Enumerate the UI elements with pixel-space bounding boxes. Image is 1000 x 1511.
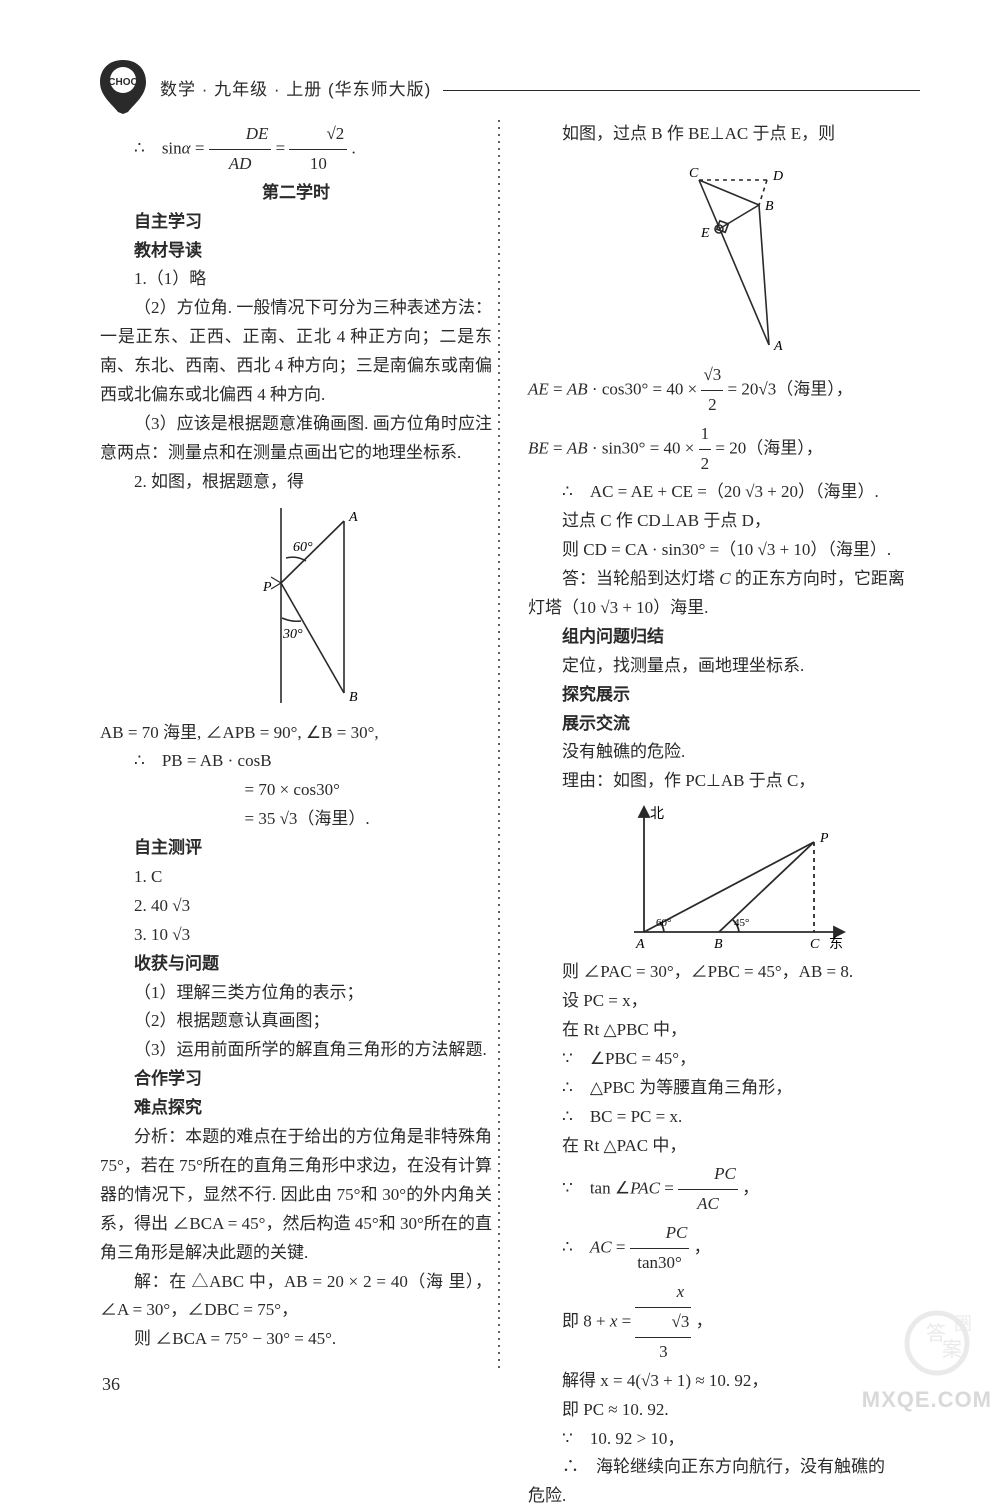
diagram-3: A B C D E [649,155,799,355]
l6: ∴ PB = AB · cosB [100,747,492,776]
r17: 即 8 + x = x√33 ， [528,1278,920,1367]
d4-P: P [819,831,829,846]
r7b: 灯塔（10 √3 + 10）海里. [528,594,920,623]
h-tanjiu: 探究展示 [528,681,920,710]
a3: 3. 10 √3 [100,921,492,950]
g1: 定位，找测量点，画地理坐标系. [528,652,920,681]
r2: AE = AB · cos30° = 40 × √32 = 20√3（海里）， [528,361,920,420]
lbl-B: B [349,690,358,705]
h-ceping: 自主测评 [100,834,492,863]
r1: 如图，过点 B 作 BE⊥AC 于点 E，则 [528,120,920,149]
d4-B: B [714,937,723,952]
svg-text:圈: 圈 [954,1314,972,1334]
s2: （2）根据题意认真画图； [100,1007,492,1036]
lbl-30: 30° [282,627,303,642]
l7: = 70 × cos30° [100,776,492,805]
r21b: 危险. [528,1482,920,1511]
watermark-logo: 答 案 圈 [896,1310,978,1376]
h-nandian: 难点探究 [100,1094,492,1123]
header-title: 数学 · 九年级 · 上册 (华东师大版) [160,76,431,105]
r16: ∴ AC = PCtan30° ， [528,1219,920,1278]
diagram-4: 北 东 A B C P 60° 45° [594,802,854,952]
watermark-text: MXQE.COM [862,1381,992,1418]
d3-B: B [765,199,774,214]
r7: 答：当轮船到达灯塔 C 的正东方向时，它距离 [528,565,920,594]
left-column: ∴ sinα = DEAD = √210 . 第二学时 自主学习 教材导读 1.… [100,120,510,1348]
h-guijie: 组内问题归结 [528,623,920,652]
r15: ∵ tan ∠PAC = PCAC ， [528,1160,920,1219]
r3: BE = AB · sin30° = 40 × 12 = 20（海里）， [528,420,920,479]
a2: 2. 40 √3 [100,892,492,921]
svg-text:SCHOOL: SCHOOL [102,77,145,88]
h-daodu: 教材导读 [100,237,492,266]
d4-60: 60° [656,917,671,929]
h-shouhuo: 收获与问题 [100,950,492,979]
d3-E: E [700,226,710,241]
svg-text:案: 案 [942,1338,962,1361]
h-zhanshi: 展示交流 [528,710,920,739]
r11: ∵ ∠PBC = 45°， [528,1045,920,1074]
page-header: 数学 · 九年级 · 上册 (华东师大版) [160,76,920,105]
d4-A: A [635,937,645,952]
l1: 1.（1）略 [100,265,492,294]
lbl-A: A [348,510,358,525]
a1: 1. C [100,863,492,892]
r9: 设 PC = x， [528,987,920,1016]
content-columns: ∴ sinα = DEAD = √210 . 第二学时 自主学习 教材导读 1.… [100,120,920,1348]
z2: 理由：如图，作 PC⊥AB 于点 C， [528,767,920,796]
l3: （3）应该是根据题意准确画图. 画方位角时应注意两点：测量点和在测量点画出它的地… [100,410,492,468]
r13: ∴ BC = PC = x. [528,1103,920,1132]
s3: （3）运用前面所学的解直角三角形的方法解题. [100,1036,492,1065]
r21: ∴ 海轮继续向正东方向航行，没有触礁的 [528,1453,920,1482]
d4-east: 东 [829,936,843,952]
d3-C: C [689,166,699,181]
n2: 解：在 △ABC 中，AB = 20 × 2 = 40（海 里），∠A = 30… [100,1268,492,1326]
r5: 过点 C 作 CD⊥AB 于点 D， [528,507,920,536]
r4: ∴ AC = AE + CE =（20 √3 + 20）（海里）. [528,478,920,507]
r10: 在 Rt △PBC 中， [528,1016,920,1045]
h-zizhu: 自主学习 [100,208,492,237]
d4-C: C [810,937,820,952]
z1: 没有触礁的危险. [528,738,920,767]
d3-D: D [772,169,783,184]
d4-45: 45° [734,917,749,929]
r20: ∵ 10. 92 > 10， [528,1425,920,1454]
d3-A: A [773,339,783,354]
d4-north: 北 [650,806,664,822]
l8: = 35 √3（海里）. [100,805,492,834]
l2: （2）方位角. 一般情况下可分为三种表述方法：一是正东、正西、正南、正北 4 种… [100,294,492,410]
lbl-60: 60° [293,540,313,555]
r14: 在 Rt △PAC 中， [528,1132,920,1161]
school-logo: SCHOOL [98,58,148,114]
r12: ∴ △PBC 为等腰直角三角形， [528,1074,920,1103]
header-line [443,90,920,92]
right-column: 如图，过点 B 作 BE⊥AC 于点 E，则 A B C D E AE = AB… [510,120,920,1348]
lbl-P: P [262,580,272,595]
r8: 则 ∠PAC = 30°，∠PBC = 45°，AB = 8. [528,958,920,987]
n3: 则 ∠BCA = 75° − 30° = 45°. [100,1325,492,1354]
h-hezuo: 合作学习 [100,1065,492,1094]
s1: （1）理解三类方位角的表示； [100,979,492,1008]
diagram-2: A B P 60° 30° [226,503,366,713]
equation-top: ∴ sinα = DEAD = √210 . [100,120,492,179]
n1: 分析：本题的难点在于给出的方位角是非特殊角 75°，若在 75°所在的直角三角形… [100,1123,492,1267]
r6: 则 CD = CA · sin30° =（10 √3 + 10）（海里）. [528,536,920,565]
page-number: 36 [102,1369,120,1400]
period-title: 第二学时 [100,179,492,208]
l4: 2. 如图，根据题意，得 [100,468,492,497]
l5: AB = 70 海里, ∠APB = 90°, ∠B = 30°, [100,719,492,748]
